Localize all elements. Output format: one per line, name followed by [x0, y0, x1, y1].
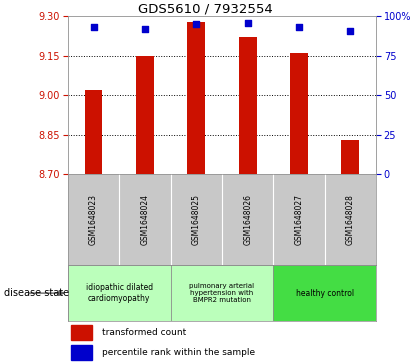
- Bar: [71, 345, 92, 360]
- Bar: [342, 140, 359, 174]
- Text: GDS5610 / 7932554: GDS5610 / 7932554: [138, 3, 273, 16]
- Text: percentile rank within the sample: percentile rank within the sample: [102, 348, 255, 357]
- Text: disease state: disease state: [4, 288, 69, 298]
- Text: transformed count: transformed count: [102, 329, 186, 338]
- Point: [90, 24, 97, 30]
- Text: healthy control: healthy control: [296, 289, 354, 298]
- Text: GSM1648023: GSM1648023: [89, 194, 98, 245]
- Point: [244, 20, 251, 25]
- Text: GSM1648025: GSM1648025: [192, 194, 201, 245]
- Point: [347, 28, 353, 33]
- Point: [193, 21, 200, 27]
- Text: pulmonary arterial
hypertension with
BMPR2 mutation: pulmonary arterial hypertension with BMP…: [189, 283, 254, 303]
- Text: GSM1648024: GSM1648024: [141, 194, 149, 245]
- FancyBboxPatch shape: [68, 265, 171, 321]
- Point: [296, 24, 302, 30]
- Bar: [71, 325, 92, 340]
- Bar: [239, 37, 256, 174]
- Text: GSM1648027: GSM1648027: [295, 194, 303, 245]
- Point: [141, 26, 148, 32]
- Bar: [290, 53, 308, 174]
- Bar: [187, 22, 205, 174]
- Bar: [136, 56, 154, 174]
- FancyBboxPatch shape: [273, 265, 376, 321]
- Text: idiopathic dilated
cardiomyopathy: idiopathic dilated cardiomyopathy: [85, 284, 153, 303]
- Text: GSM1648028: GSM1648028: [346, 194, 355, 245]
- Bar: [85, 90, 102, 174]
- FancyBboxPatch shape: [171, 265, 273, 321]
- Text: GSM1648026: GSM1648026: [243, 194, 252, 245]
